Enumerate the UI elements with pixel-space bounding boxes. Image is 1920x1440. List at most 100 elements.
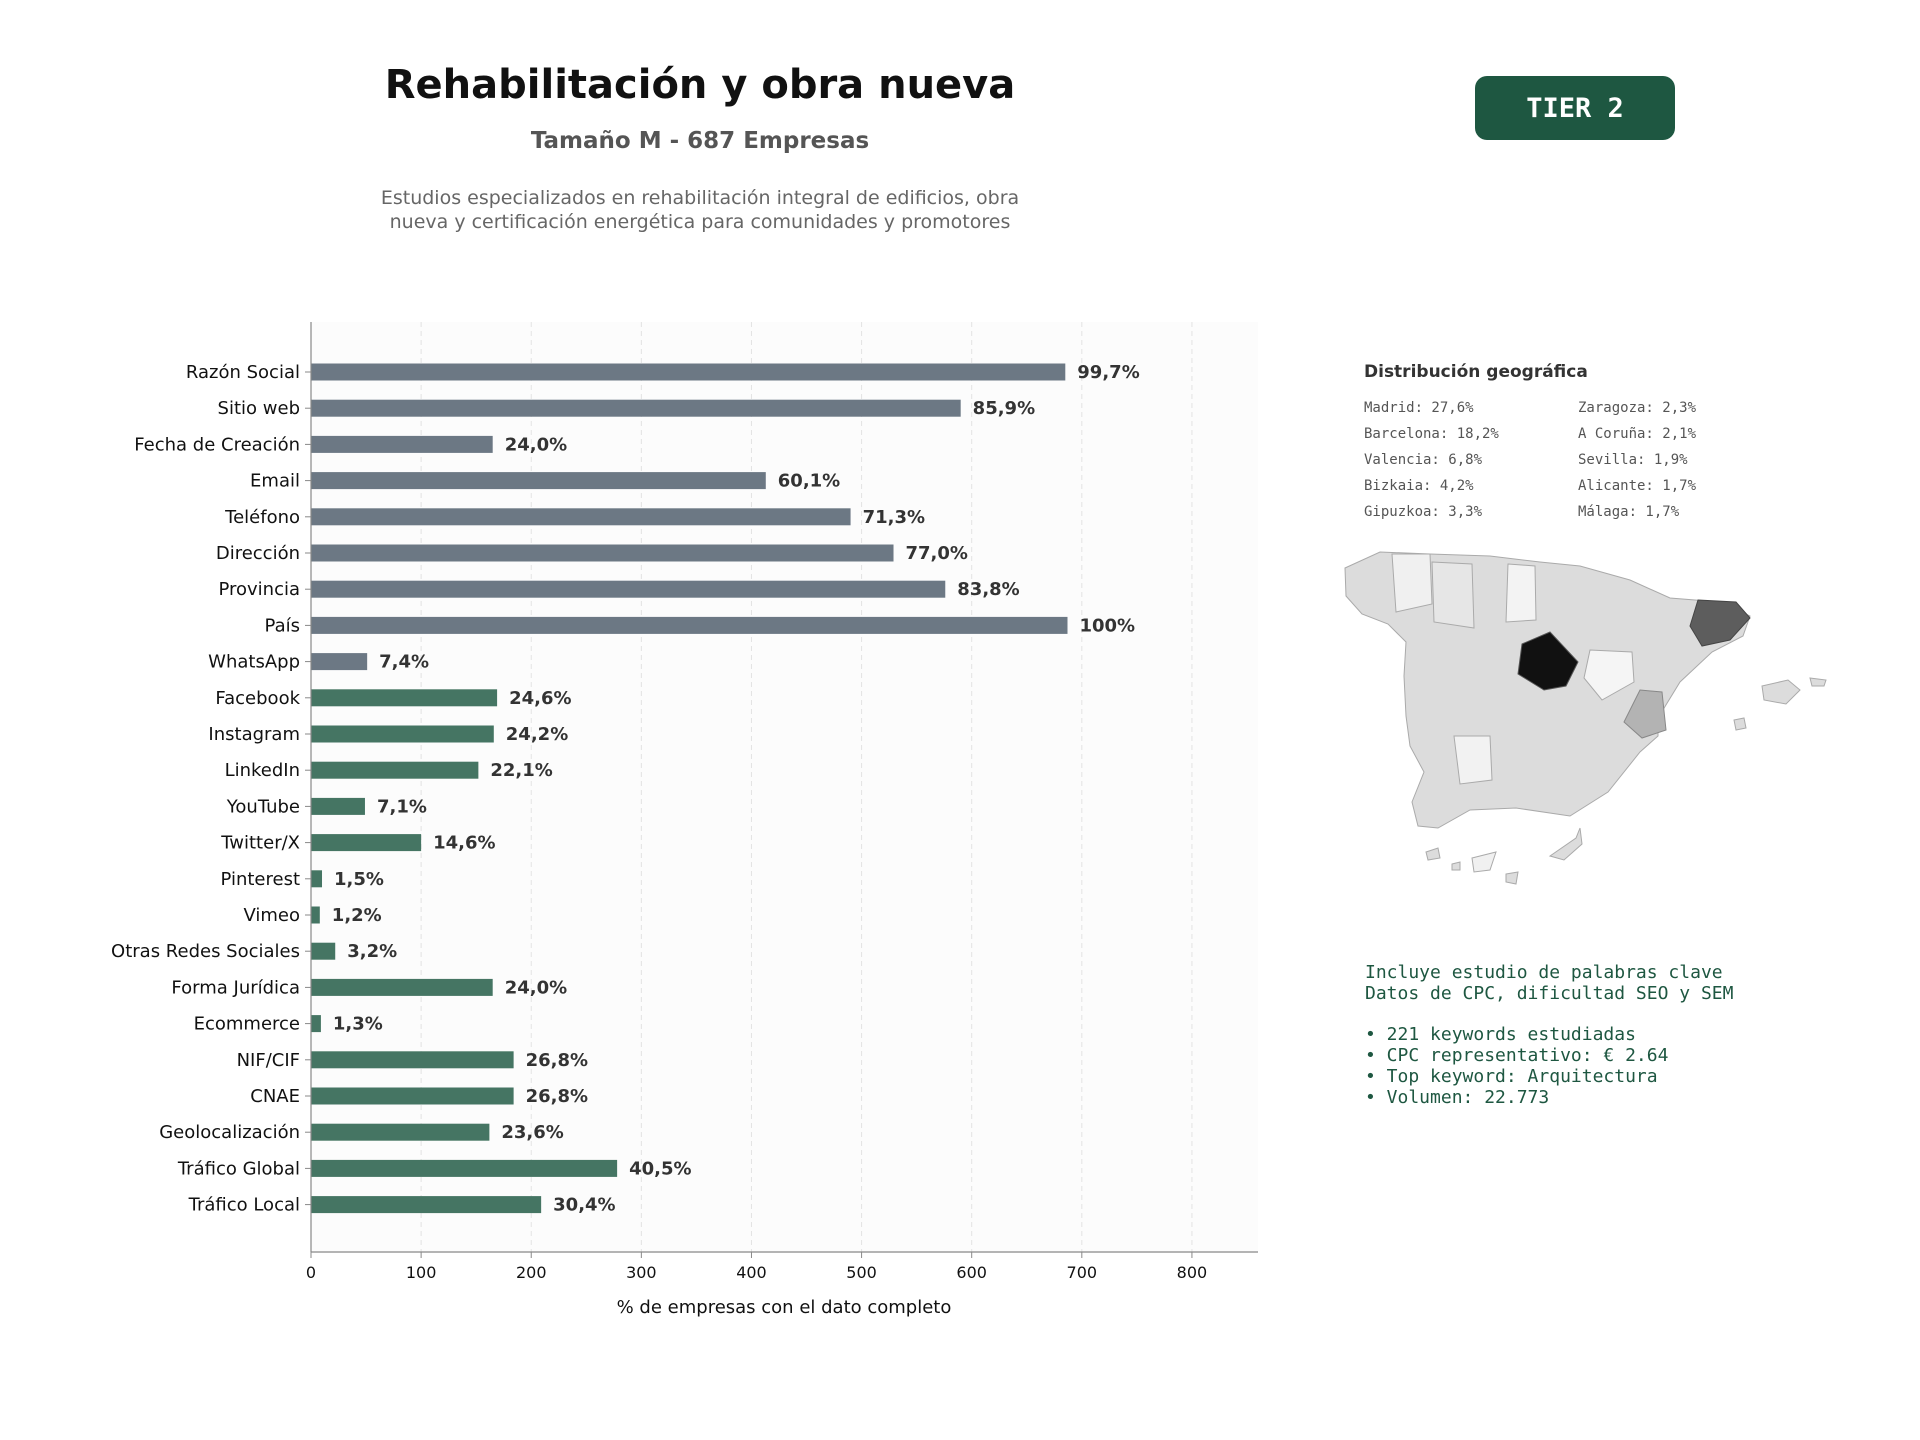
value-label: 71,3% bbox=[863, 507, 925, 528]
map-mallorca bbox=[1761, 679, 1801, 705]
bar bbox=[311, 616, 1068, 634]
geo-item: Alicante: 1,7% bbox=[1578, 478, 1697, 494]
x-tick-label: 700 bbox=[1067, 1263, 1098, 1282]
bar bbox=[311, 797, 365, 815]
bar bbox=[311, 544, 894, 562]
category-label: YouTube bbox=[226, 796, 300, 817]
value-label: 26,8% bbox=[526, 1050, 588, 1071]
x-tick-label: 500 bbox=[846, 1263, 877, 1282]
category-label: Fecha de Creación bbox=[134, 434, 300, 455]
geo-list: Madrid: 27,6% Zaragoza: 2,3% Barcelona: 18… bbox=[1364, 399, 1804, 521]
keywords-gap bbox=[1365, 1004, 1865, 1024]
bar bbox=[311, 942, 336, 960]
x-tick-label: 600 bbox=[956, 1263, 987, 1282]
geo-item: Valencia: 6,8% bbox=[1364, 452, 1483, 468]
keyword-bullet: • Top keyword: Arquitectura bbox=[1365, 1066, 1658, 1087]
map-menorca bbox=[1809, 677, 1827, 687]
map-ibiza bbox=[1733, 717, 1747, 731]
value-label: 40,5% bbox=[629, 1158, 691, 1179]
value-label: 23,6% bbox=[501, 1122, 563, 1143]
bar bbox=[311, 363, 1066, 381]
geo-item: A Coruña: 2,1% bbox=[1578, 426, 1697, 442]
x-tick-label: 400 bbox=[736, 1263, 767, 1282]
tier-badge: TIER 2 bbox=[1475, 76, 1675, 140]
map-region-madrid bbox=[1517, 631, 1579, 691]
bar bbox=[311, 1015, 321, 1033]
chart-subtitle: Tamaño M - 687 Empresas bbox=[530, 128, 870, 154]
category-label: Pinterest bbox=[220, 869, 300, 890]
category-label: Vimeo bbox=[243, 905, 300, 926]
bar bbox=[311, 580, 946, 598]
bar bbox=[311, 978, 493, 996]
bar bbox=[311, 508, 851, 526]
map-mainland bbox=[1344, 551, 1751, 829]
map-region-north-west bbox=[1391, 553, 1433, 613]
x-tick-label: 0 bbox=[306, 1263, 316, 1282]
value-label: 26,8% bbox=[526, 1086, 588, 1107]
description-line-1: Estudios especializados en rehabilitació… bbox=[380, 187, 1020, 209]
bar bbox=[311, 1051, 514, 1069]
bar bbox=[311, 725, 494, 743]
x-axis-label: % de empresas con el dato completo bbox=[617, 1297, 952, 1318]
map-region-north bbox=[1431, 561, 1475, 629]
geo-title: Distribución geográfica bbox=[1364, 362, 1588, 382]
map-region-sevilla bbox=[1453, 735, 1493, 785]
x-tick-label: 200 bbox=[516, 1263, 547, 1282]
value-label: 24,6% bbox=[509, 688, 571, 709]
geo-item: Málaga: 1,7% bbox=[1578, 504, 1680, 520]
category-label: CNAE bbox=[250, 1086, 300, 1107]
bar bbox=[311, 906, 320, 924]
map-region-burgos bbox=[1505, 563, 1537, 623]
value-label: 22,1% bbox=[490, 760, 552, 781]
value-label: 1,5% bbox=[334, 869, 384, 890]
value-label: 24,0% bbox=[505, 434, 567, 455]
bar bbox=[311, 653, 368, 671]
geo-item: Sevilla: 1,9% bbox=[1578, 452, 1688, 468]
value-label: 77,0% bbox=[906, 543, 968, 564]
map-canary-1 bbox=[1425, 847, 1441, 861]
map-canary-2 bbox=[1451, 861, 1461, 871]
category-label: Razón Social bbox=[186, 362, 300, 383]
bar bbox=[311, 435, 493, 453]
keyword-bullet: • CPC representativo: € 2.64 bbox=[1365, 1045, 1669, 1066]
value-label: 85,9% bbox=[973, 398, 1035, 419]
category-label: Tráfico Global bbox=[177, 1158, 300, 1179]
value-label: 100% bbox=[1079, 615, 1135, 636]
description-line-2: nueva y certificación energética para co… bbox=[389, 211, 1011, 233]
description: Estudios especializados en rehabilitació… bbox=[340, 186, 1060, 234]
map-region-valencia bbox=[1623, 689, 1667, 739]
category-label: Dirección bbox=[216, 543, 300, 564]
map-region-cuenca bbox=[1583, 649, 1635, 701]
map-canary-3 bbox=[1471, 851, 1497, 873]
value-label: 99,7% bbox=[1077, 362, 1139, 383]
category-label: NIF/CIF bbox=[237, 1050, 300, 1071]
keywords-line-1: Incluye estudio de palabras clave bbox=[1365, 962, 1723, 983]
category-label: Tráfico Local bbox=[188, 1195, 300, 1216]
value-label: 14,6% bbox=[433, 833, 495, 854]
value-label: 3,2% bbox=[347, 941, 397, 962]
value-label: 24,2% bbox=[506, 724, 568, 745]
bar bbox=[311, 399, 961, 417]
x-tick-label: 800 bbox=[1177, 1263, 1208, 1282]
value-label: 7,4% bbox=[379, 652, 429, 673]
bar bbox=[311, 1159, 618, 1177]
category-label: Teléfono bbox=[224, 507, 300, 528]
value-label: 60,1% bbox=[778, 471, 840, 492]
category-label: WhatsApp bbox=[208, 652, 300, 673]
category-label: País bbox=[265, 615, 300, 636]
bar bbox=[311, 834, 422, 852]
category-label: Facebook bbox=[215, 688, 300, 709]
bar bbox=[311, 870, 323, 888]
value-label: 30,4% bbox=[553, 1195, 615, 1216]
bar bbox=[311, 761, 479, 779]
category-label: Ecommerce bbox=[194, 1014, 300, 1035]
value-label: 1,3% bbox=[333, 1014, 383, 1035]
bar bbox=[311, 689, 498, 707]
bar bbox=[311, 1087, 514, 1105]
geo-item: Gipuzkoa: 3,3% bbox=[1364, 504, 1483, 520]
value-label: 7,1% bbox=[377, 796, 427, 817]
x-tick-label: 300 bbox=[626, 1263, 657, 1282]
bar-chart: Razón Social 99,7% Sitio web 85,9% Fecha de … bbox=[111, 322, 1258, 1318]
geo-item: Zaragoza: 2,3% bbox=[1578, 400, 1697, 416]
category-label: Otras Redes Sociales bbox=[111, 941, 300, 962]
